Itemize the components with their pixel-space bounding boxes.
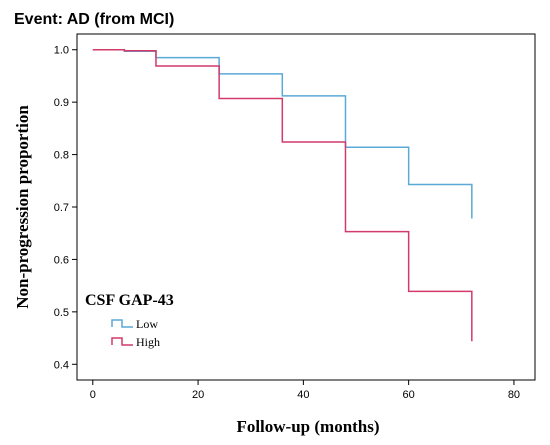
legend-swatch-low [111,319,133,328]
y-tick-label: 1.0 [54,45,69,57]
series-line-high [92,48,473,342]
x-axis-title: Follow-up (months) [236,417,379,436]
y-tick-label: 0.7 [54,202,69,214]
y-axis: 0.4 0.5 0.6 0.7 0.8 0.9 1.0 [54,45,77,371]
x-tick-label: 40 [297,389,309,401]
y-tick-label: 0.9 [54,97,69,109]
x-tick-label: 0 [90,389,96,401]
series-group [92,48,473,342]
x-tick-label: 80 [508,389,520,401]
legend-items: Low High [111,317,160,349]
y-tick-label: 0.4 [54,359,69,371]
y-axis-title: Non-progression proportion [13,105,32,309]
y-tick-label: 0.8 [54,150,69,162]
legend-label-high: High [136,335,160,349]
y-tick-label: 0.5 [54,307,69,319]
x-tick-label: 20 [192,389,204,401]
legend-swatch-high [111,337,133,346]
x-axis: 0 20 40 60 80 [90,380,520,401]
legend: CSF GAP-43 Low High [85,292,174,349]
y-tick-label: 0.6 [54,254,69,266]
x-tick-label: 60 [403,389,415,401]
chart-title: Event: AD (from MCI) [14,11,174,28]
legend-label-low: Low [136,317,158,331]
legend-title: CSF GAP-43 [85,292,174,309]
